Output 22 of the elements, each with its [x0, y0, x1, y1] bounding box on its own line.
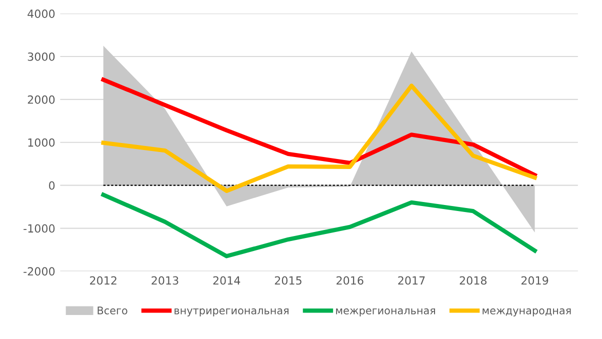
x-tick-label: 2016 [336, 276, 364, 285]
x-tick-label: 2017 [398, 276, 425, 285]
line-series [101, 84, 537, 193]
x-tick-label: 2014 [213, 276, 240, 285]
line-series [101, 78, 537, 178]
legend-label: международная [482, 308, 571, 316]
y-tick-label: -1000 [24, 224, 55, 233]
y-tick-label: 4000 [28, 10, 55, 18]
y-tick-label: 3000 [28, 52, 55, 61]
x-tick-label: 2015 [274, 276, 302, 285]
y-tick-label: 0 [49, 181, 55, 190]
x-tick-label: 2013 [152, 276, 178, 285]
line-series [101, 192, 537, 258]
y-tick-label: 1000 [28, 138, 55, 147]
legend-label: межрегиональная [336, 308, 436, 316]
x-tick-label: 2018 [460, 276, 487, 285]
x-tick-label: 2012 [90, 276, 116, 285]
y-tick-label: -2000 [24, 267, 55, 276]
legend-label: Всего [98, 306, 128, 314]
y-tick-label: 2000 [28, 95, 55, 104]
x-tick-label: 2019 [521, 276, 548, 285]
legend-label: внутрирегиональная [174, 308, 288, 316]
